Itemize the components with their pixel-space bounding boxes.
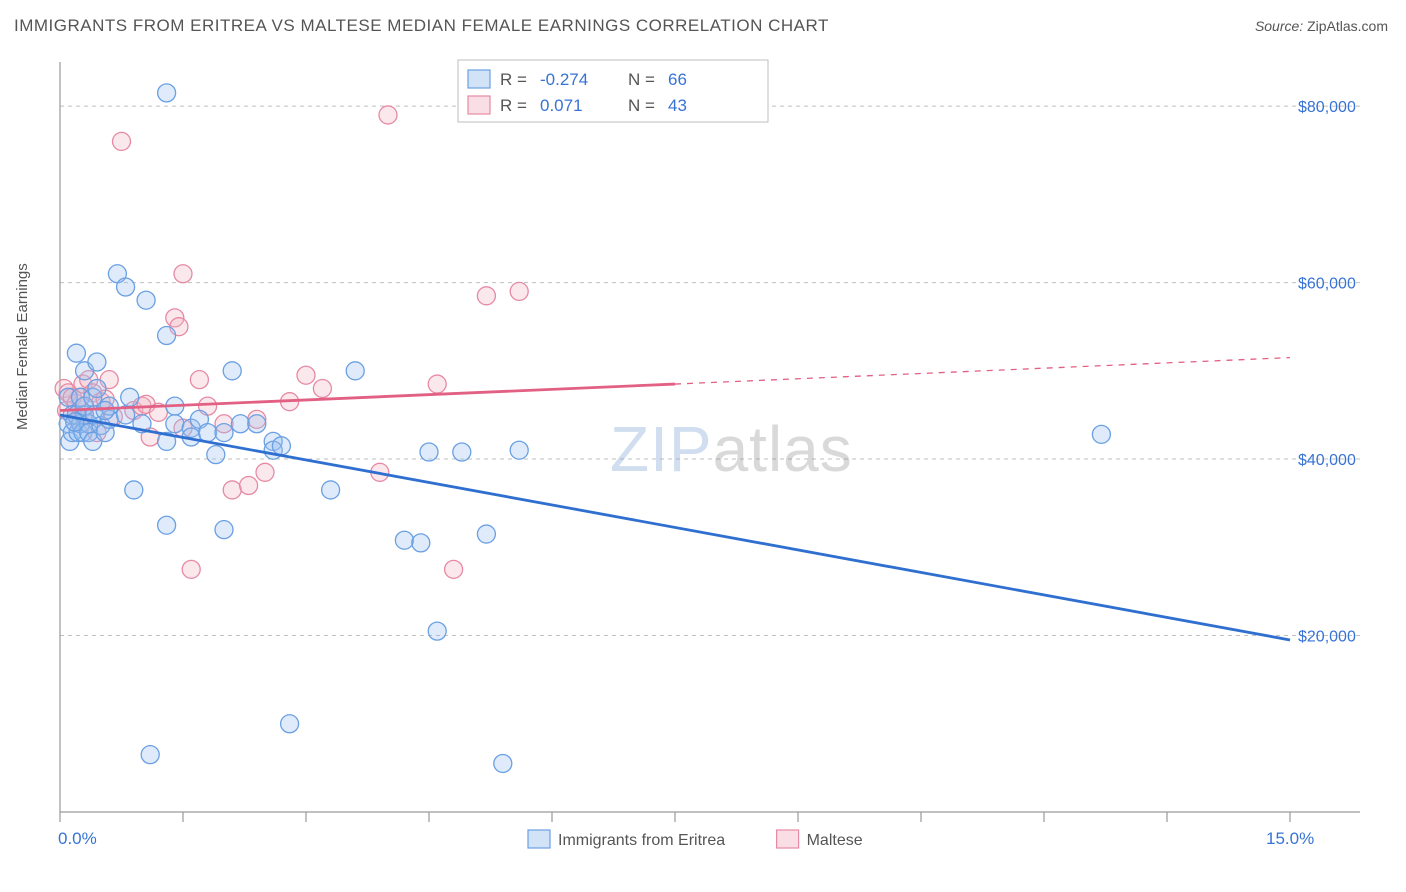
data-point-maltese (379, 106, 397, 124)
stats-R-label: R = (500, 96, 527, 115)
stats-R-value-eritrea: -0.274 (540, 70, 588, 89)
data-point-maltese (240, 477, 258, 495)
stats-R-label: R = (500, 70, 527, 89)
source-attribution: Source: ZipAtlas.com (1255, 18, 1388, 34)
data-point-eritrea (199, 424, 217, 442)
data-point-maltese (477, 287, 495, 305)
data-point-eritrea (223, 362, 241, 380)
data-point-eritrea (231, 415, 249, 433)
data-point-maltese (510, 282, 528, 300)
legend-swatch-maltese (777, 830, 799, 848)
data-point-eritrea (215, 521, 233, 539)
data-point-eritrea (412, 534, 430, 552)
data-point-maltese (428, 375, 446, 393)
data-point-eritrea (125, 481, 143, 499)
data-point-eritrea (477, 525, 495, 543)
data-point-eritrea (137, 291, 155, 309)
data-point-eritrea (207, 446, 225, 464)
data-point-eritrea (158, 84, 176, 102)
data-point-eritrea (158, 516, 176, 534)
data-point-maltese (223, 481, 241, 499)
data-point-eritrea (494, 754, 512, 772)
data-point-eritrea (166, 415, 184, 433)
data-point-eritrea (322, 481, 340, 499)
y-axis-label: Median Female Earnings (14, 263, 31, 430)
stats-swatch-maltese (468, 96, 490, 114)
data-point-eritrea (281, 715, 299, 733)
regression-line-eritrea (60, 415, 1290, 640)
legend-swatch-eritrea (528, 830, 550, 848)
data-point-maltese (313, 379, 331, 397)
stats-swatch-eritrea (468, 70, 490, 88)
data-point-maltese (182, 560, 200, 578)
data-point-eritrea (67, 344, 85, 362)
data-point-eritrea (1092, 425, 1110, 443)
x-end-label: 15.0% (1266, 829, 1314, 848)
data-point-eritrea (121, 388, 139, 406)
data-point-eritrea (510, 441, 528, 459)
data-point-maltese (174, 265, 192, 283)
chart-title: IMMIGRANTS FROM ERITREA VS MALTESE MEDIA… (14, 16, 829, 36)
data-point-eritrea (428, 622, 446, 640)
data-point-maltese (297, 366, 315, 384)
data-point-maltese (445, 560, 463, 578)
legend-label-maltese: Maltese (807, 832, 863, 849)
data-point-maltese (190, 371, 208, 389)
data-point-eritrea (346, 362, 364, 380)
y-tick-label: $60,000 (1298, 276, 1356, 293)
data-point-maltese (113, 132, 131, 150)
data-point-eritrea (117, 278, 135, 296)
x-start-label: 0.0% (58, 829, 97, 848)
source-label: Source: (1255, 18, 1303, 34)
data-point-eritrea (88, 379, 106, 397)
stats-N-value-eritrea: 66 (668, 70, 687, 89)
stats-R-value-maltese: 0.071 (540, 96, 583, 115)
data-point-eritrea (395, 531, 413, 549)
data-point-eritrea (420, 443, 438, 461)
data-point-eritrea (453, 443, 471, 461)
source-name: ZipAtlas.com (1307, 18, 1388, 34)
stats-N-value-maltese: 43 (668, 96, 687, 115)
data-point-eritrea (272, 437, 290, 455)
chart-svg: $20,000 $40,000 $60,000 $80,000 0.0% 15.0% R =… (50, 52, 1386, 852)
data-point-eritrea (141, 746, 159, 764)
stats-N-label: N = (628, 96, 655, 115)
data-point-eritrea (158, 327, 176, 345)
legend-label-eritrea: Immigrants from Eritrea (558, 832, 725, 849)
data-point-eritrea (88, 353, 106, 371)
y-tick-label: $80,000 (1298, 99, 1356, 116)
data-point-eritrea (215, 424, 233, 442)
stats-N-label: N = (628, 70, 655, 89)
data-point-eritrea (96, 402, 114, 420)
y-tick-label: $40,000 (1298, 452, 1356, 469)
chart-plot: $20,000$40,000$60,000$80,0000.0%15.0%R =… (50, 52, 1386, 822)
data-point-eritrea (248, 415, 266, 433)
y-tick-label: $20,000 (1298, 629, 1356, 646)
regression-line-dashed-maltese (675, 358, 1290, 384)
data-point-maltese (256, 463, 274, 481)
